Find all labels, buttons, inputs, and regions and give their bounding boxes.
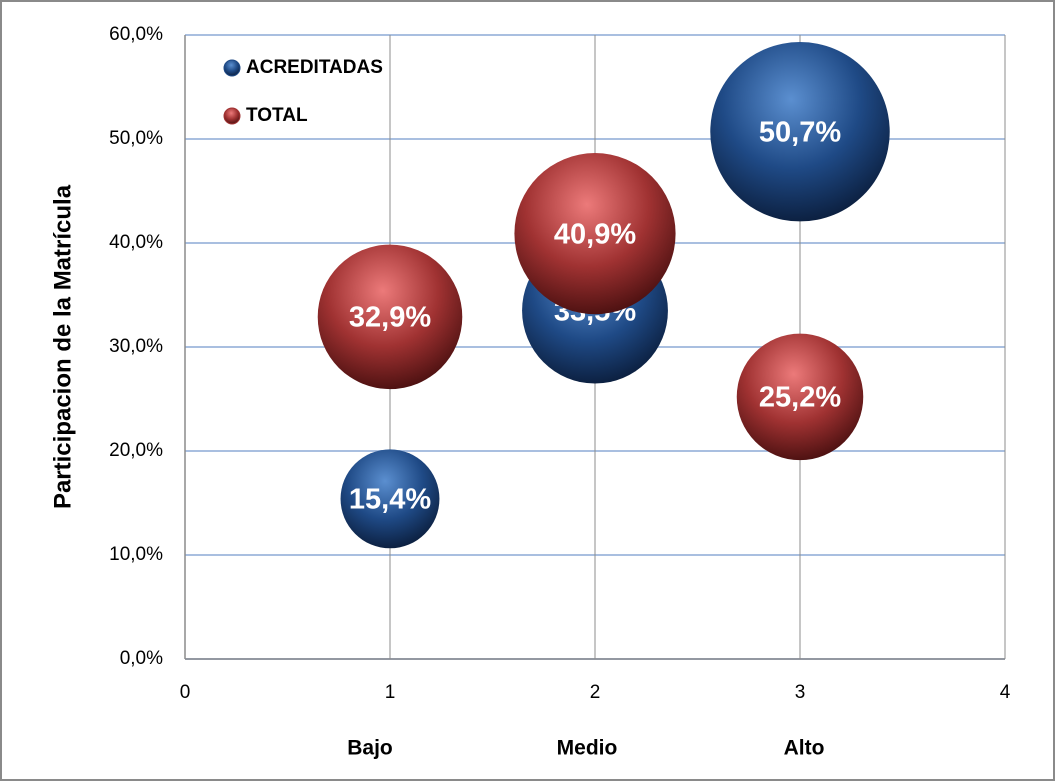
legend-label: TOTAL xyxy=(246,105,308,126)
y-axis-label: Participacion de la Matrícula xyxy=(49,184,76,509)
data-label: 25,2% xyxy=(759,382,841,414)
y-tick-label: 10,0% xyxy=(109,544,163,565)
x-tick-label: 2 xyxy=(590,682,601,703)
y-tick-label: 40,0% xyxy=(109,232,163,253)
data-label: 50,7% xyxy=(759,116,841,148)
category-label: Alto xyxy=(784,737,825,760)
y-tick-label: 30,0% xyxy=(109,336,163,357)
bubble xyxy=(710,42,890,222)
x-tick-label: 3 xyxy=(795,682,806,703)
y-tick-label: 60,0% xyxy=(109,24,163,45)
legend-marker xyxy=(223,107,241,125)
x-tick-label: 0 xyxy=(180,682,191,703)
bubble xyxy=(736,333,864,461)
category-label: Bajo xyxy=(347,737,393,760)
data-label: 15,4% xyxy=(349,483,431,515)
bubble xyxy=(340,449,440,549)
x-tick-label: 1 xyxy=(385,682,396,703)
legend-label: ACREDITADAS xyxy=(246,57,383,78)
y-tick-label: 20,0% xyxy=(109,440,163,461)
y-tick-label: 50,0% xyxy=(109,128,163,149)
bubble xyxy=(514,153,676,315)
bubble xyxy=(317,244,463,390)
category-label: Medio xyxy=(557,737,618,760)
legend-marker xyxy=(223,59,241,77)
x-tick-label: 4 xyxy=(1000,682,1011,703)
data-label: 32,9% xyxy=(349,301,431,333)
y-tick-label: 0,0% xyxy=(120,648,163,669)
data-label: 40,9% xyxy=(554,218,636,250)
